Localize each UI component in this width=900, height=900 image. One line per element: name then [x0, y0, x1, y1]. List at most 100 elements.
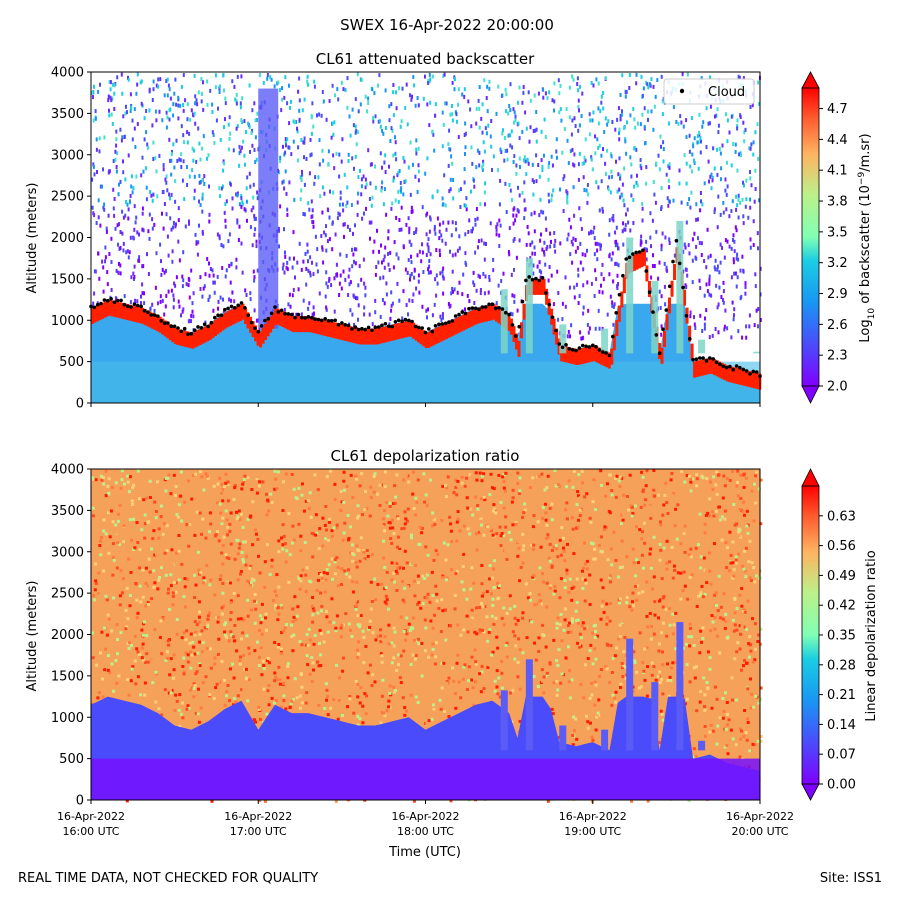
- depol-noise-pixel: [748, 509, 752, 512]
- cloud-echo: [640, 251, 644, 268]
- depol-noise-pixel: [134, 478, 138, 482]
- depol-noise-pixel: [402, 600, 406, 604]
- depol-noise-pixel: [319, 591, 323, 595]
- cloud-echo: [432, 329, 436, 346]
- noise-pixel: [413, 267, 416, 272]
- noise-pixel: [93, 84, 95, 89]
- noise-pixel: [518, 193, 521, 198]
- noise-pixel: [722, 201, 725, 205]
- noise-pixel: [600, 243, 602, 248]
- depol-noise-pixel: [759, 627, 763, 631]
- noise-pixel: [102, 289, 105, 294]
- cloud-echo: [404, 321, 408, 338]
- depol-noise-pixel: [417, 642, 421, 646]
- noise-pixel: [130, 275, 133, 280]
- depol-noise-pixel: [688, 680, 692, 684]
- noise-pixel: [321, 148, 324, 153]
- noise-pixel: [400, 119, 403, 124]
- cloud-echo: [301, 316, 305, 333]
- cloud-echo: [316, 318, 320, 335]
- noise-pixel: [451, 161, 454, 166]
- noise-pixel: [112, 187, 115, 192]
- noise-pixel: [145, 109, 148, 113]
- depol-noise-pixel: [542, 619, 546, 623]
- depol-noise-pixel: [398, 676, 402, 680]
- noise-pixel: [352, 231, 354, 236]
- noise-pixel: [618, 127, 621, 132]
- noise-pixel: [653, 104, 656, 109]
- noise-pixel: [224, 218, 227, 223]
- cloud-echo: [402, 321, 406, 338]
- noise-pixel: [512, 221, 515, 226]
- depol-noise-pixel: [258, 480, 262, 484]
- noise-pixel: [663, 284, 666, 289]
- noise-pixel: [188, 131, 191, 136]
- noise-pixel: [451, 80, 454, 85]
- depol-noise-pixel: [537, 600, 541, 604]
- noise-pixel: [587, 330, 590, 335]
- noise-pixel: [395, 157, 398, 162]
- noise-pixel: [388, 164, 390, 169]
- plume: [258, 88, 279, 329]
- noise-pixel: [285, 191, 288, 196]
- depol-noise-pixel: [245, 555, 249, 559]
- noise-pixel: [224, 274, 227, 279]
- depol-noise-pixel: [631, 512, 635, 516]
- noise-pixel: [219, 295, 222, 300]
- depol-noise-pixel: [541, 608, 545, 611]
- depol-noise-pixel: [300, 493, 304, 497]
- noise-pixel: [115, 143, 118, 148]
- depol-noise-pixel: [454, 485, 458, 489]
- depol-noise-pixel: [213, 593, 217, 597]
- cloud-echo: [642, 249, 646, 266]
- cloud-echo: [720, 362, 724, 379]
- noise-pixel: [570, 239, 573, 244]
- depol-noise-pixel: [346, 705, 349, 709]
- cloud-base-point: [129, 305, 133, 309]
- noise-pixel: [459, 187, 462, 192]
- depol-noise-pixel: [152, 529, 156, 533]
- cloud-base-point: [487, 302, 491, 307]
- noise-pixel: [417, 279, 420, 284]
- cloud-echo: [412, 322, 416, 339]
- depol-noise-pixel: [479, 690, 483, 694]
- cloud-echo: [622, 277, 626, 294]
- depol-noise-pixel: [431, 511, 435, 515]
- depol-noise-pixel: [363, 715, 367, 718]
- depol-noise-pixel: [751, 598, 755, 602]
- noise-pixel: [443, 72, 446, 77]
- depol-noise-pixel: [559, 577, 563, 581]
- depol-noise-pixel: [305, 633, 309, 637]
- noise-pixel: [116, 223, 119, 228]
- depol-noise-pixel: [563, 586, 567, 590]
- noise-pixel: [108, 252, 111, 256]
- noise-pixel: [351, 312, 354, 317]
- depol-noise-pixel: [699, 610, 703, 614]
- depol-noise-pixel: [262, 667, 266, 671]
- noise-pixel: [235, 265, 238, 270]
- noise-pixel: [166, 234, 169, 239]
- noise-pixel: [190, 167, 193, 172]
- noise-pixel: [529, 98, 532, 103]
- depol-noise-pixel: [290, 473, 294, 476]
- noise-pixel: [572, 162, 575, 167]
- noise-pixel: [522, 85, 525, 89]
- noise-pixel: [630, 193, 633, 198]
- depol-noise-pixel: [490, 607, 494, 611]
- depol-noise-pixel: [281, 547, 285, 551]
- noise-pixel: [436, 281, 439, 286]
- depol-noise-pixel: [394, 495, 398, 499]
- cloud-base-point: [219, 313, 224, 318]
- noise-pixel: [758, 101, 760, 106]
- noise-pixel: [154, 285, 157, 290]
- noise-pixel: [414, 103, 417, 108]
- noise-pixel: [148, 87, 151, 92]
- depol-noise-pixel: [302, 601, 306, 604]
- cloud-base-point: [433, 324, 438, 328]
- depol-noise-pixel: [110, 662, 114, 666]
- noise-pixel: [547, 177, 550, 182]
- depol-noise-pixel: [192, 566, 196, 570]
- noise-pixel: [543, 240, 546, 245]
- depol-noise-pixel: [91, 656, 95, 660]
- noise-pixel: [738, 75, 741, 80]
